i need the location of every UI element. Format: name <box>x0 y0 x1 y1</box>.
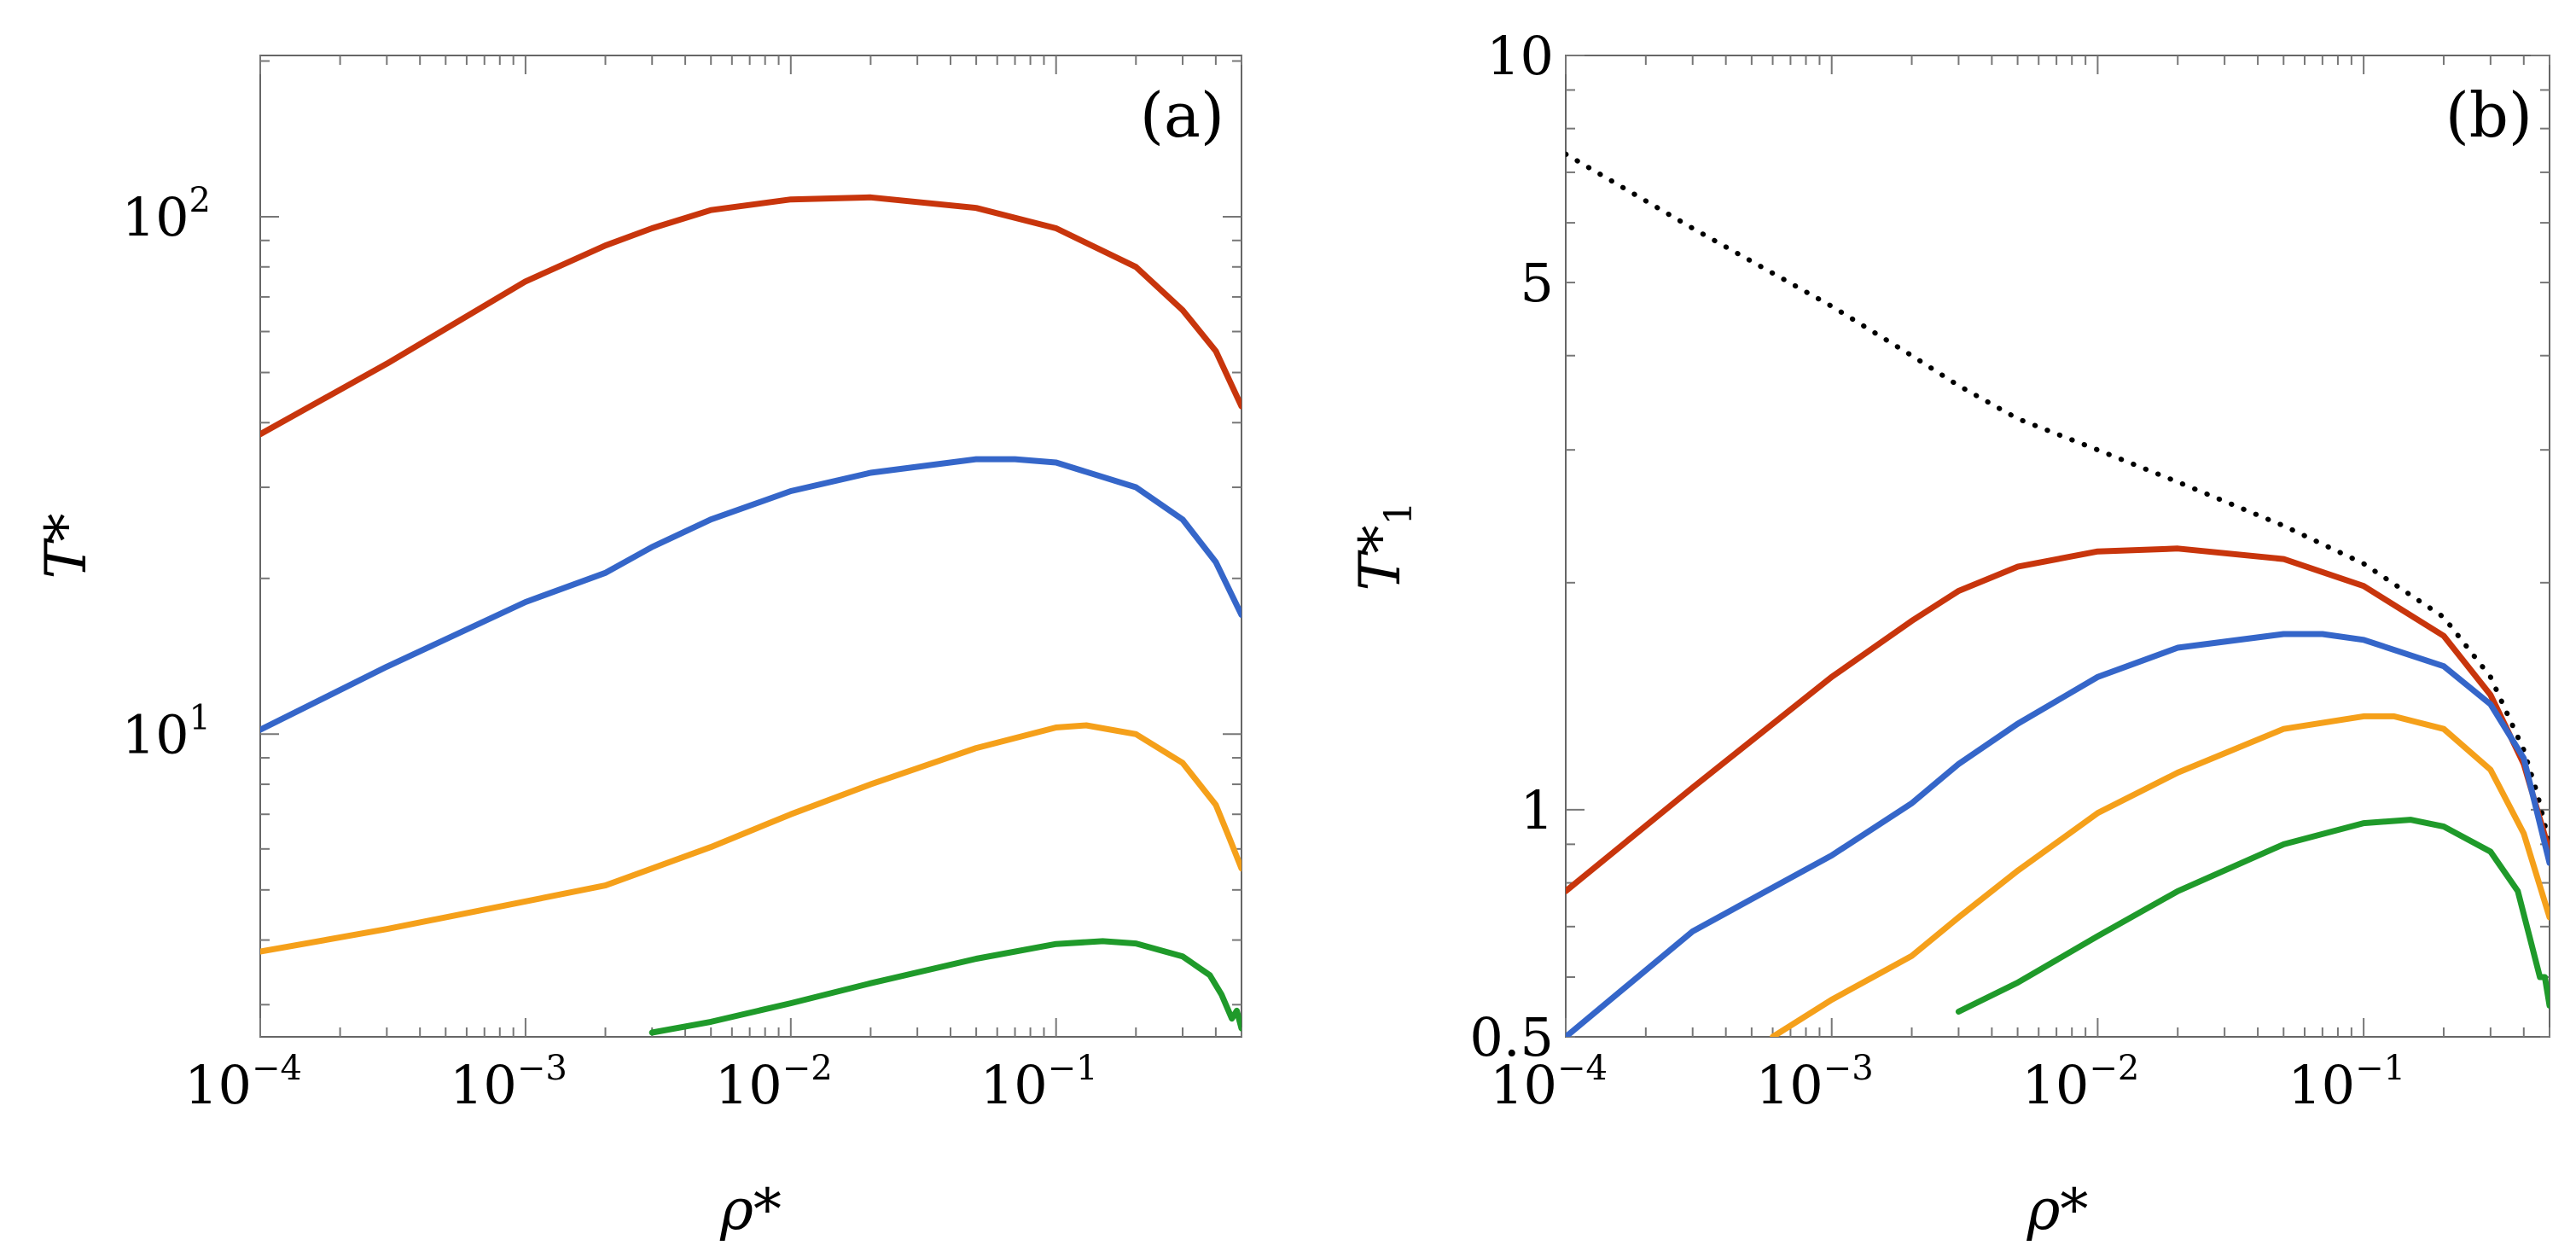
plot-frame <box>1565 55 2550 1038</box>
y-axis-label: T* <box>33 513 99 579</box>
x-ticks <box>1565 55 2550 1037</box>
series-line <box>1566 545 2550 894</box>
x-tick-label: 10−4 <box>1490 1049 1608 1116</box>
x-ticks <box>259 55 1242 1037</box>
x-axis-label: ρ* <box>2026 1177 2089 1242</box>
panel-label: (b) <box>2445 79 2532 151</box>
series-line <box>1770 713 2550 1037</box>
y-axis-label: T*1 <box>1347 501 1421 591</box>
y-tick-label: 10 <box>1486 25 1554 87</box>
panel-label: (a) <box>1140 79 1224 151</box>
y-tick-label: 1 <box>1521 779 1554 841</box>
y-tick-label: 5 <box>1521 252 1554 314</box>
series-line <box>260 722 1241 955</box>
panel-b: 10−4 10−3 10−2 10−1 0.5 1 5 10 ρ* T*1 (b) <box>1347 25 2550 1242</box>
y-ticks <box>260 60 1241 1006</box>
y-tick-label: 102 <box>122 181 211 248</box>
series-line <box>1566 151 2550 847</box>
y-tick-label: 0.5 <box>1469 1006 1554 1068</box>
x-axis-label: ρ* <box>719 1177 782 1242</box>
x-tick-label: 10−1 <box>980 1049 1098 1116</box>
x-tick-label: 10−2 <box>2021 1049 2139 1116</box>
series-line <box>1955 817 2550 1015</box>
panel-a: 10−4 10−3 10−2 10−1 101 102 ρ* T* (a) <box>33 55 1242 1242</box>
y-tick-label: 101 <box>122 698 211 765</box>
series-group <box>260 194 1241 1036</box>
y-axis-label-subscript: 1 <box>1377 501 1421 525</box>
y-ticks <box>1566 55 2550 1038</box>
series-group <box>1566 151 2550 1037</box>
series-line <box>260 456 1241 733</box>
plot-frame <box>259 55 1242 1038</box>
x-tick-label: 10−2 <box>715 1049 833 1116</box>
x-tick-label: 10−3 <box>450 1049 567 1116</box>
x-tick-label: 10−4 <box>184 1049 302 1116</box>
series-line <box>260 194 1241 438</box>
series-line <box>648 938 1241 1036</box>
x-tick-label: 10−1 <box>2288 1049 2405 1116</box>
series-line <box>1566 631 2550 1037</box>
x-tick-label: 10−3 <box>1756 1049 1874 1116</box>
